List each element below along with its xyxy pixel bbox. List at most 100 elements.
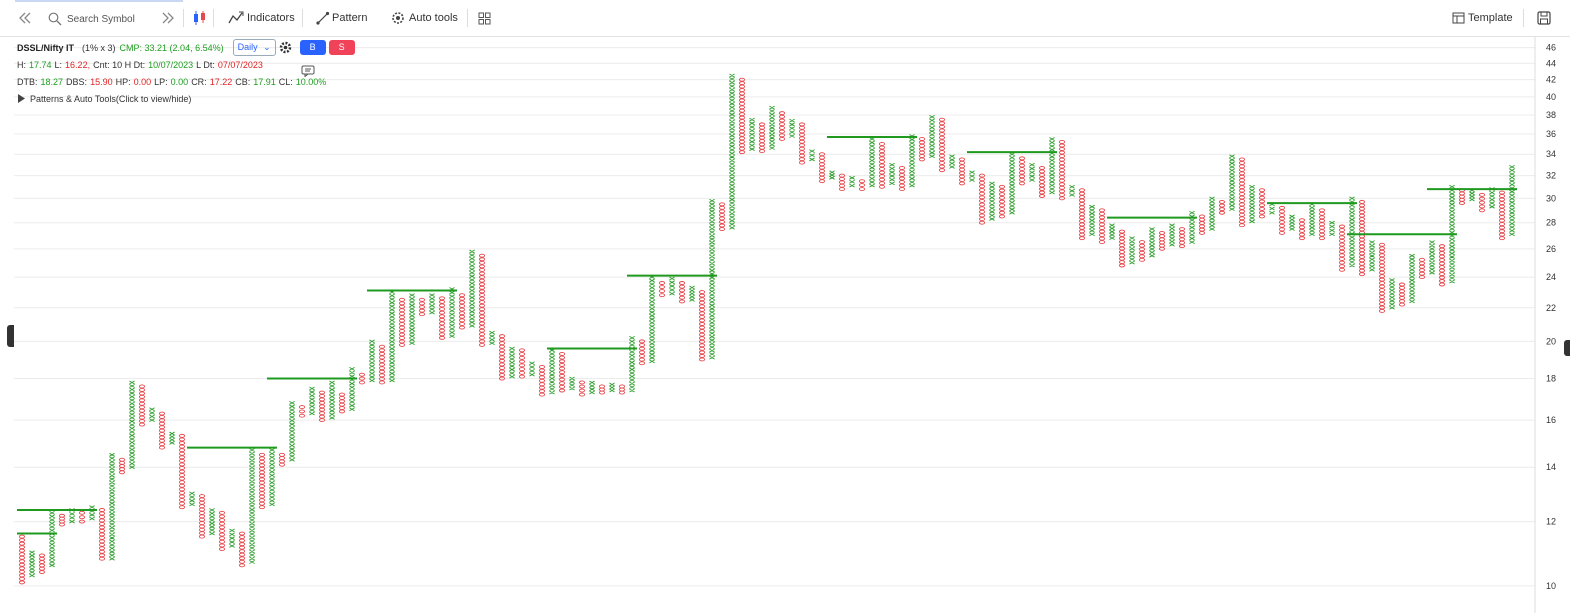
x-column xyxy=(169,431,175,445)
template-button[interactable]: Template xyxy=(1468,12,1513,24)
o-column xyxy=(1418,257,1426,279)
stat-text: CR: xyxy=(191,76,207,87)
x-column xyxy=(1449,184,1455,284)
x-column xyxy=(689,285,695,302)
o-column xyxy=(378,344,386,385)
indicators-button[interactable]: Indicators xyxy=(247,12,295,24)
x-column xyxy=(849,175,855,188)
y-tick-label: 42 xyxy=(1546,75,1556,85)
o-column xyxy=(58,513,66,527)
expand-icon[interactable] xyxy=(161,12,175,24)
x-column xyxy=(1069,184,1075,197)
x-column xyxy=(309,386,315,416)
y-tick-label: 18 xyxy=(1546,374,1556,384)
y-tick-label: 20 xyxy=(1546,336,1556,346)
x-column xyxy=(549,348,555,395)
divider xyxy=(467,9,468,27)
stat-text: DTB: xyxy=(17,76,38,87)
x-column xyxy=(1189,210,1195,245)
chart-type-icon[interactable] xyxy=(192,10,208,26)
o-column xyxy=(158,411,166,450)
o-column xyxy=(1118,229,1126,268)
stats-row: DTB: 18.27 DBS: 15.90 HP: 0.00 LP: 0.00 CR: 17.22… xyxy=(17,73,358,90)
x-column xyxy=(589,380,595,395)
y-tick-label: 30 xyxy=(1546,193,1556,203)
o-column xyxy=(238,531,246,568)
layout-icon[interactable] xyxy=(478,12,491,25)
indicators-icon[interactable] xyxy=(228,11,244,25)
x-column xyxy=(869,137,875,188)
left-panel-handle[interactable] xyxy=(7,325,14,347)
x-column xyxy=(1369,240,1375,272)
o-column xyxy=(1058,140,1066,201)
o-column xyxy=(1338,224,1346,272)
x-column xyxy=(629,335,635,393)
o-column xyxy=(1198,214,1206,235)
auto-tools-icon[interactable] xyxy=(390,10,406,26)
x-column xyxy=(1089,204,1095,237)
o-column xyxy=(798,122,806,165)
o-column xyxy=(638,339,646,366)
x-column xyxy=(1289,214,1295,231)
search-input[interactable]: Search Symbol xyxy=(67,14,135,25)
x-column xyxy=(909,134,915,188)
x-column xyxy=(1049,137,1055,195)
x-column xyxy=(1029,162,1035,182)
save-icon[interactable] xyxy=(1537,11,1551,25)
x-column xyxy=(1429,240,1435,275)
pattern-icon[interactable] xyxy=(316,11,330,25)
o-column xyxy=(698,290,706,362)
buy-button[interactable]: B xyxy=(299,40,326,55)
y-tick-label: 24 xyxy=(1546,272,1556,282)
x-column xyxy=(829,170,835,180)
stat-text: L: xyxy=(54,59,63,70)
o-column xyxy=(1098,208,1106,245)
pattern-button[interactable]: Pattern xyxy=(332,12,368,24)
y-tick-label: 34 xyxy=(1546,149,1556,159)
o-column xyxy=(438,296,446,340)
y-tick-label: 36 xyxy=(1546,129,1556,139)
y-tick-label: 32 xyxy=(1546,171,1556,181)
right-panel-handle[interactable] xyxy=(1564,340,1570,356)
x-column xyxy=(729,73,735,230)
y-tick-label: 14 xyxy=(1546,462,1556,472)
x-column xyxy=(749,117,755,151)
o-column xyxy=(178,433,186,510)
stat-text: 18.27 xyxy=(40,76,64,87)
patterns-toggle[interactable]: Patterns & Auto Tools(Click to view/hide… xyxy=(17,90,358,107)
o-column xyxy=(338,392,346,414)
x-column xyxy=(429,293,435,315)
stat-text: HP: xyxy=(115,76,131,87)
o-column xyxy=(1218,199,1226,215)
search-icon xyxy=(48,12,62,26)
o-column xyxy=(138,384,146,427)
x-column xyxy=(769,105,775,150)
o-column xyxy=(458,293,466,330)
x-column xyxy=(1229,154,1235,211)
y-tick-label: 26 xyxy=(1546,244,1556,254)
x-column xyxy=(329,380,335,420)
collapse-icon[interactable] xyxy=(18,12,32,24)
comment-icon[interactable] xyxy=(301,65,315,77)
x-column xyxy=(349,366,355,412)
x-column xyxy=(1169,223,1175,247)
o-column xyxy=(1038,166,1046,198)
o-column xyxy=(838,173,846,191)
o-column xyxy=(398,297,406,347)
o-column xyxy=(658,281,666,298)
x-column xyxy=(709,198,715,360)
sell-button[interactable]: S xyxy=(328,40,355,55)
auto-tools-button[interactable]: Auto tools xyxy=(409,12,458,24)
interval-label: Daily xyxy=(237,42,258,52)
template-icon[interactable] xyxy=(1452,12,1465,24)
o-column xyxy=(718,202,726,231)
y-tick-label: 22 xyxy=(1546,303,1556,313)
x-column xyxy=(509,346,515,379)
settings-icon[interactable] xyxy=(279,41,292,54)
stat-text: CL: xyxy=(278,76,293,87)
x-column xyxy=(1209,196,1215,231)
cmp: CMP: 33.21 (2.04, 6.54%) xyxy=(119,42,224,53)
y-tick-label: 44 xyxy=(1546,58,1556,68)
o-column xyxy=(1078,188,1086,241)
interval-select[interactable]: Daily ⌄ xyxy=(232,39,276,56)
